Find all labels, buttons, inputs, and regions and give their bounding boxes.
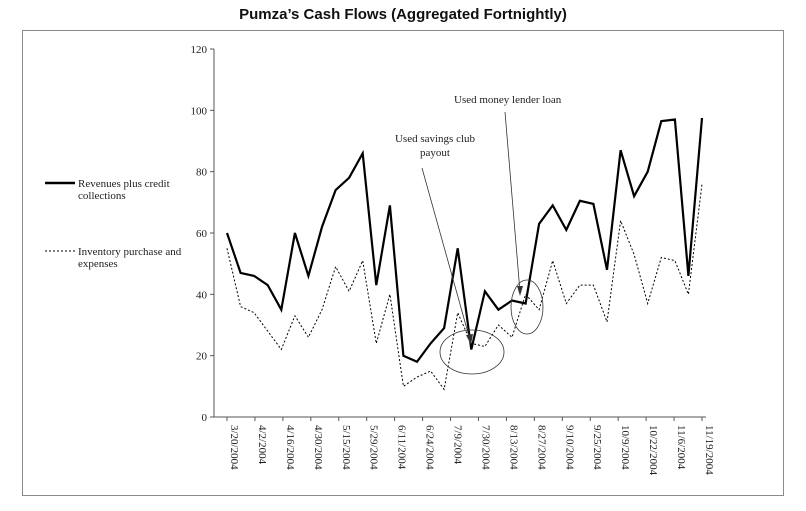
annotation-loan-arrowhead xyxy=(517,286,523,296)
annotation-savings-arrow xyxy=(421,167,471,341)
x-tick-label: 7/9/2004 xyxy=(452,425,464,465)
x-tick-label: 8/13/2004 xyxy=(507,425,519,470)
x-tick-label: 6/24/2004 xyxy=(424,425,436,470)
y-tick-label: 60 xyxy=(196,228,208,240)
series-line-revenues xyxy=(225,117,704,364)
x-tick-label: 11/6/2004 xyxy=(675,425,687,470)
y-tick-label: 40 xyxy=(196,289,208,301)
annotation-loan-text: Used money lender loan xyxy=(454,94,562,106)
chart-title: Pumza’s Cash Flows (Aggregated Fortnight… xyxy=(239,6,567,23)
y-tick-label: 120 xyxy=(191,44,208,56)
annotation-savings-arrowhead xyxy=(466,334,473,345)
y-tick-label: 0 xyxy=(202,412,208,424)
x-tick-label: 7/30/2004 xyxy=(479,425,491,470)
x-tick-label: 11/19/2004 xyxy=(703,425,715,475)
x-ticks: 3/20/2004 4/2/2004 4/16/2004 4/30/2004 5/15/… xyxy=(226,417,715,476)
annotations: Used money lender loan Used savings club… xyxy=(395,94,562,375)
x-tick-label: 6/11/2004 xyxy=(396,425,408,470)
x-tick-label: 3/20/2004 xyxy=(228,425,240,470)
x-tick-label: 8/27/2004 xyxy=(535,425,547,470)
x-tick-label: 10/9/2004 xyxy=(619,425,631,470)
legend-label-inventory-line2: expenses xyxy=(78,258,118,270)
y-tick-label: 100 xyxy=(191,105,208,117)
annotation-savings-text-line2: payout xyxy=(420,147,450,159)
legend-label-inventory-line1: Inventory purchase and xyxy=(78,246,182,258)
x-tick-label: 4/2/2004 xyxy=(256,425,268,465)
x-tick-label: 9/10/2004 xyxy=(563,425,575,470)
annotation-savings-text-line1: Used savings club xyxy=(395,133,476,145)
legend: Revenues plus credit collections Invento… xyxy=(45,178,182,270)
annotation-savings-ellipse xyxy=(439,329,505,375)
x-tick-label: 10/22/2004 xyxy=(647,425,659,476)
chart-frame xyxy=(22,30,784,496)
legend-label-revenues-line2: collections xyxy=(78,190,126,202)
x-tick-label: 5/29/2004 xyxy=(368,425,380,470)
y-tick-label: 80 xyxy=(196,167,208,179)
x-tick-label: 4/30/2004 xyxy=(312,425,324,470)
axes: 0 20 40 60 80 100 120 3/20/2004 4/2/2004 4/16/20… xyxy=(191,44,716,476)
x-tick-label: 5/15/2004 xyxy=(340,425,352,470)
legend-label-revenues-line1: Revenues plus credit xyxy=(78,178,170,190)
annotation-loan-arrow xyxy=(504,111,521,293)
series-line-inventory xyxy=(226,183,703,391)
y-ticks: 0 20 40 60 80 100 120 xyxy=(191,44,214,424)
annotation-loan-ellipse xyxy=(510,279,544,335)
y-tick-label: 20 xyxy=(196,351,208,363)
series-layer xyxy=(225,117,704,391)
x-tick-label: 9/25/2004 xyxy=(591,425,603,470)
x-tick-label: 4/16/2004 xyxy=(284,425,296,470)
